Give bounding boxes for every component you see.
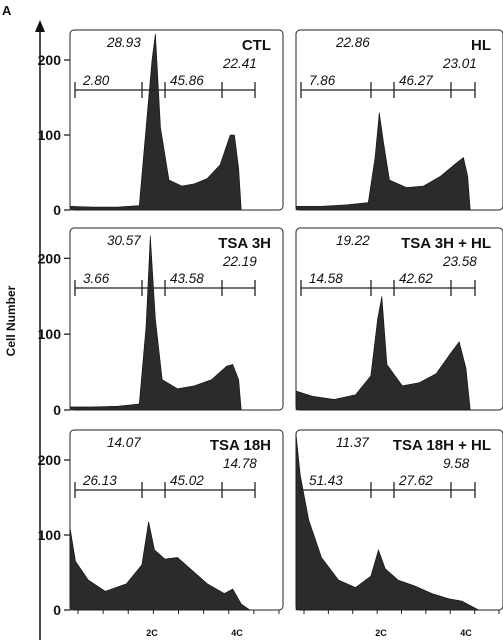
y-tick-label: 100 — [38, 527, 62, 543]
gate-percent-1: 7.86 — [309, 73, 336, 88]
panel-title: HL — [471, 37, 491, 54]
histogram-area — [69, 521, 251, 611]
gate-percent-2: 14.07 — [107, 435, 141, 450]
y-tick-label: 100 — [38, 127, 62, 143]
gate-markers — [300, 280, 476, 296]
gate-percent-2: 19.22 — [336, 233, 370, 248]
gate-percent-3: 27.62 — [398, 473, 433, 488]
gate-percent-1: 3.66 — [83, 271, 110, 286]
y-tick-label: 0 — [53, 202, 61, 218]
gate-percent-3: 42.62 — [399, 271, 433, 286]
gate-percent-2: 11.37 — [336, 435, 369, 450]
gate-percent-2: 22.86 — [335, 35, 370, 50]
panel-4: 14.58 19.22 42.62 23.58 TSA 3H + HL — [295, 227, 503, 411]
gate-percent-2: 28.93 — [106, 35, 141, 50]
figure-letter: A — [2, 3, 12, 18]
panel-6: 51.43 11.37 27.62 9.58 TSA 18H + HL 2C 4C — [295, 429, 503, 638]
x-tick-label: 2C — [375, 628, 387, 638]
histogram-panels: 2.80 28.93 45.86 22.41 CTL 0 100 200 7.86 22.86 46… — [35, 20, 503, 640]
x-tick-label: 4C — [231, 628, 243, 638]
y-tick-label: 0 — [53, 402, 61, 418]
y-tick-label: 0 — [53, 602, 61, 618]
gate-percent-4: 9.58 — [443, 456, 470, 471]
gate-percent-1: 2.80 — [82, 73, 110, 88]
panel-title: TSA 18H — [210, 437, 271, 454]
gate-percent-3: 45.02 — [170, 473, 204, 488]
panel-title: TSA 18H + HL — [393, 437, 491, 454]
gate-markers — [74, 482, 256, 498]
y-axis-label: Cell Number — [4, 285, 18, 356]
gate-markers — [300, 482, 476, 498]
y-tick-label: 200 — [38, 52, 62, 68]
gate-markers — [74, 280, 256, 296]
gate-percent-1: 14.58 — [309, 271, 343, 286]
histogram-area — [69, 235, 242, 411]
histogram-area — [295, 433, 479, 611]
gate-markers — [300, 82, 476, 98]
gate-percent-1: 26.13 — [82, 473, 117, 488]
y-axis-arrow-icon — [35, 20, 45, 32]
histogram-area — [295, 296, 471, 411]
gate-percent-4: 23.01 — [442, 56, 477, 71]
x-tick-label: 2C — [146, 628, 158, 638]
gate-markers — [74, 82, 256, 98]
x-tick-label: 4C — [460, 628, 472, 638]
panel-title: CTL — [242, 37, 271, 54]
panel-title: TSA 3H — [218, 235, 271, 252]
gate-percent-1: 51.43 — [309, 473, 343, 488]
gate-percent-4: 22.19 — [222, 254, 257, 269]
gate-percent-4: 22.41 — [222, 56, 257, 71]
y-tick-label: 100 — [38, 326, 62, 342]
gate-percent-3: 46.27 — [399, 73, 433, 88]
main-y-axis — [35, 20, 45, 640]
histogram-area — [69, 33, 242, 211]
panel-5: 26.13 14.07 45.02 14.78 TSA 18H 0 100 200 2C 4C — [38, 429, 284, 638]
panel-3: 3.66 30.57 43.58 22.19 TSA 3H 0 100 200 — [38, 227, 284, 418]
histogram-area — [295, 112, 471, 211]
panel-2: 7.86 22.86 46.27 23.01 HL — [295, 29, 503, 211]
y-tick-label: 200 — [38, 452, 62, 468]
y-tick-label: 200 — [38, 250, 62, 266]
gate-percent-2: 30.57 — [107, 233, 141, 248]
gate-percent-4: 23.58 — [442, 254, 477, 269]
gate-percent-3: 43.58 — [170, 271, 204, 286]
gate-percent-3: 45.86 — [170, 73, 204, 88]
gate-percent-4: 14.78 — [223, 456, 257, 471]
panel-title: TSA 3H + HL — [401, 235, 491, 252]
panel-1: 2.80 28.93 45.86 22.41 CTL 0 100 200 — [38, 29, 284, 218]
